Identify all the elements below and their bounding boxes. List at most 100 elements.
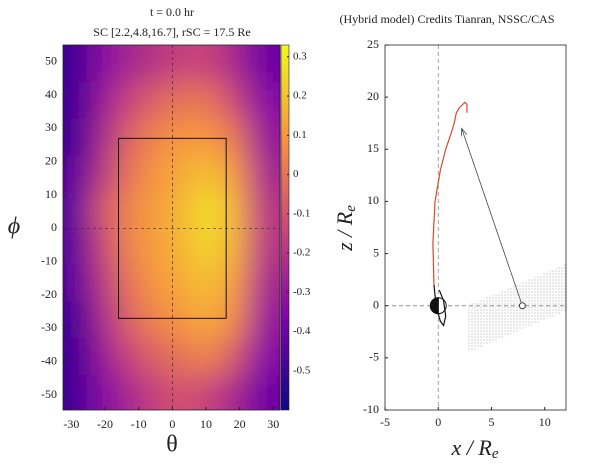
colorbar-tick-label: 0 [293,168,299,180]
heatmap-cell [88,155,116,192]
x-tick-label: 0 [169,417,175,431]
heatmap-cell [222,375,250,410]
heatmap-cell [249,45,280,82]
heatmap-cell [63,301,89,339]
heatmap-cell [222,191,250,229]
heatmap-cell [195,118,223,155]
heatmap-cell [63,81,89,119]
heatmap-cell [115,45,143,82]
heatmap-cell [88,228,116,265]
heatmap-cell [88,338,116,375]
y-tick-label: 20 [45,153,57,167]
heatmap-cell [115,155,143,192]
heatmap-cell [249,265,280,302]
y-axis-label: z / Re [332,205,359,252]
y-tick-label: 5 [373,245,379,259]
heatmap-cell [88,301,116,339]
heatmap-cell [195,155,223,192]
colorbar-tick-label: 0.3 [293,50,307,62]
x-tick-label: -10 [131,417,147,431]
heatmap-cell [222,301,250,339]
heatmap-cell [168,81,196,119]
heatmap-cell [195,45,223,82]
y-tick-label: -20 [41,287,57,301]
heatmap-cell [168,118,196,155]
heatmap-cell [195,191,223,229]
heatmap-cell [63,45,89,82]
plot-area [385,45,566,410]
y-tick-label: 0 [51,220,57,234]
heatmap-cell [249,191,280,229]
heatmap-cell [222,81,250,119]
colorbar-tick-label: 0.2 [293,90,307,102]
heatmap-cell [63,375,89,410]
line-series [432,101,468,285]
heatmap-cell [168,191,196,229]
heatmap-cell [249,338,280,375]
heatmap-cell [222,45,250,82]
heatmap-cell [168,228,196,265]
y-tick-label: -5 [369,350,379,364]
heatmap-cell [115,81,143,119]
x-axis-label: x / Re [451,435,499,462]
heatmap-cell [195,228,223,265]
y-axis-label: ϕ [8,214,20,240]
heatmap-cell [195,265,223,302]
heatmap [63,45,280,410]
heatmap-cell [115,375,143,410]
x-tick-label: -20 [97,417,113,431]
plot-frame [62,44,281,411]
y-tick-label: 15 [367,141,379,155]
y-tick-label: 25 [367,37,379,51]
colorbar-tick-label: -0.4 [293,325,311,337]
x-tick-label: 20 [234,417,246,431]
x-tick-label: 0 [435,415,441,429]
heatmap-cell [195,338,223,375]
y-tick-label: 40 [45,87,57,101]
heatmap-cell [115,118,143,155]
y-tick-label: 30 [45,120,57,134]
heatmap-cell [195,81,223,119]
heatmap-cell [88,265,116,302]
y-tick-label: 50 [45,53,57,67]
heatmap-cell [168,45,196,82]
heatmap-cell [115,301,143,339]
heatmap-cell [195,375,223,410]
heatmap-cell [63,265,89,302]
y-tick-label: 10 [367,193,379,207]
heatmap-cell [88,45,116,82]
heatmap-cell [249,81,280,119]
heatmap-cell [142,191,169,229]
colorbar-tick-label: 0.1 [293,129,307,141]
spacecraft [518,302,526,310]
y-tick-label: -10 [363,402,379,416]
heatmap-cell [88,375,116,410]
arrow-head [461,127,467,137]
heatmap-cell [168,301,196,339]
arrow [461,128,523,306]
y-tick-label: -50 [41,387,57,401]
heatmap-cell [88,81,116,119]
heatmap-cell [88,118,116,155]
heatmap-cell [249,301,280,339]
heatmap-cell [168,155,196,192]
heatmap-cell [249,155,280,192]
heatmap-cell [222,118,250,155]
heatmap-cell [142,265,169,302]
colorbar-tick-label: -0.5 [293,364,311,376]
heatmap-cell [88,191,116,229]
heatmap-cell [142,81,169,119]
heatmap-cell [142,155,169,192]
x-tick-label: -5 [380,415,390,429]
x-tick-label: 10 [200,417,212,431]
heatmap-cell [142,228,169,265]
heatmap-cell [222,265,250,302]
heatmap-cell [249,228,280,265]
heatmap-cell [249,118,280,155]
label-sub: e [343,205,359,212]
heatmap-cell [63,338,89,375]
heatmap-cell [142,45,169,82]
y-tick-label: -10 [41,253,57,267]
y-tick-label: -40 [41,353,57,367]
heatmap-cell [142,338,169,375]
